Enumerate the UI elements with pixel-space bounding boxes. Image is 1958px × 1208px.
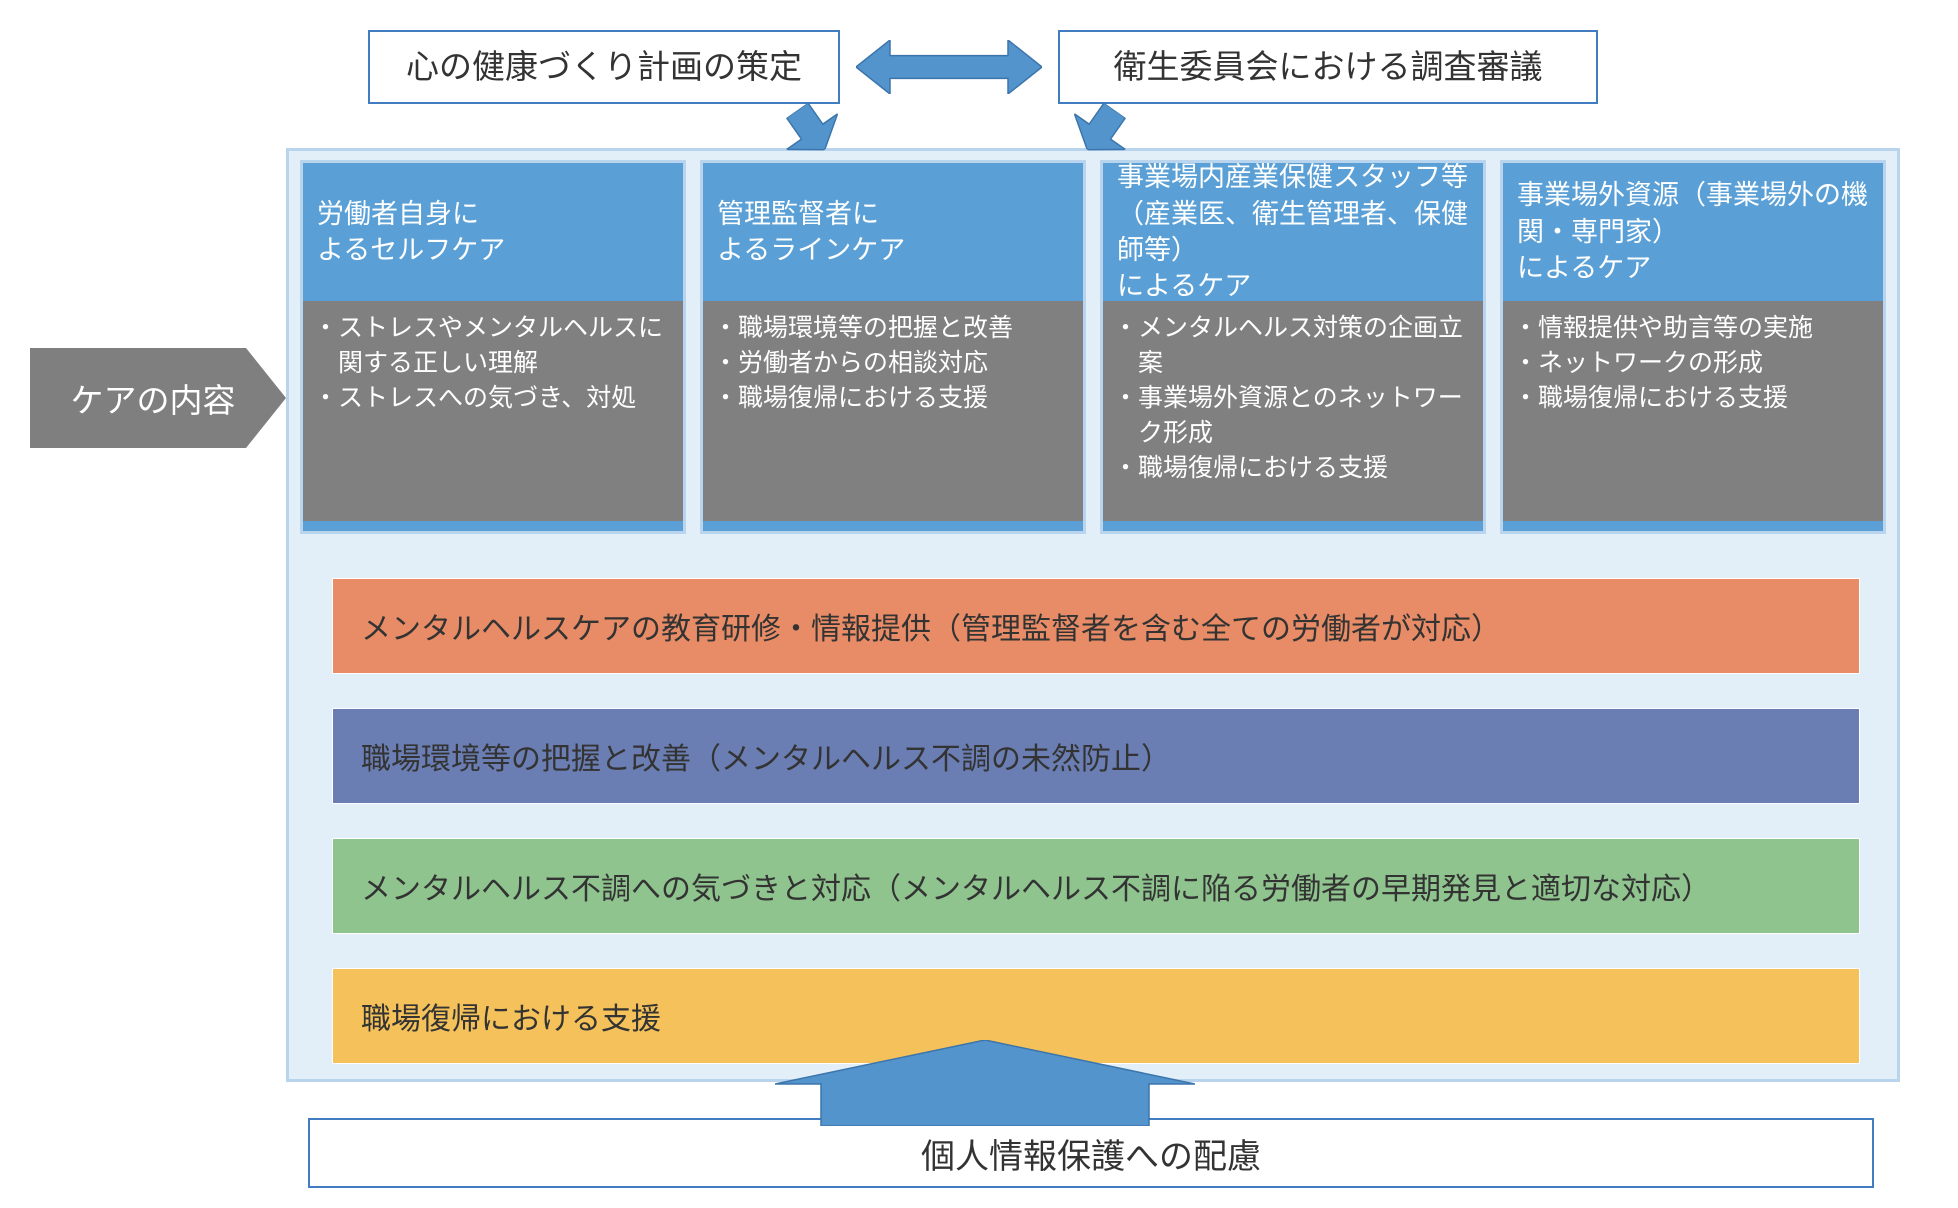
care-column-bullet: ・ストレスへの気づき、対処 <box>313 381 673 416</box>
top-box-plan-label: 心の健康づくり計画の策定 <box>406 47 802 87</box>
care-column-footer-bar <box>1103 521 1483 531</box>
top-box-plan: 心の健康づくり計画の策定 <box>368 30 840 104</box>
care-column-bullet: ・事業場外資源とのネットワーク形成 <box>1113 381 1473 451</box>
diagram-stage: 心の健康づくり計画の策定 衛生委員会における調査審議 ケアの内容 労働者自身によ… <box>20 20 1938 1188</box>
up-arrow-icon <box>775 1040 1195 1126</box>
care-column-2: 事業場内産業保健スタッフ等（産業医、衛生管理者、保健師等）によるケア・メンタルヘ… <box>1100 160 1486 534</box>
care-column-footer-bar <box>1503 521 1883 531</box>
care-column-bullet: ・職場環境等の把握と改善 <box>713 311 1073 346</box>
care-column-header: 事業場外資源（事業場外の機関・専門家）によるケア <box>1503 163 1883 301</box>
hbar-education: メンタルヘルスケアの教育研修・情報提供（管理監督者を含む全ての労働者が対応） <box>332 578 1860 674</box>
care-column-3: 事業場外資源（事業場外の機関・専門家）によるケア・情報提供や助言等の実施・ネット… <box>1500 160 1886 534</box>
care-column-bullet: ・メンタルヘルス対策の企画立案 <box>1113 311 1473 381</box>
care-columns: 労働者自身によるセルフケア・ストレスやメンタルヘルスに関する正しい理解・ストレス… <box>300 160 1886 534</box>
double-arrow-icon <box>856 40 1042 94</box>
care-column-bullet: ・ネットワークの形成 <box>1513 346 1873 381</box>
hbar-environment: 職場環境等の把握と改善（メンタルヘルス不調の未然防止） <box>332 708 1860 804</box>
care-column-1: 管理監督者によるラインケア・職場環境等の把握と改善・労働者からの相談対応・職場復… <box>700 160 1086 534</box>
care-column-body: ・ストレスやメンタルヘルスに関する正しい理解・ストレスへの気づき、対処 <box>303 301 683 521</box>
care-column-body: ・メンタルヘルス対策の企画立案・事業場外資源とのネットワーク形成・職場復帰におけ… <box>1103 301 1483 521</box>
care-column-footer-bar <box>303 521 683 531</box>
hbar-awareness: メンタルヘルス不調への気づきと対応（メンタルヘルス不調に陥る労働者の早期発見と適… <box>332 838 1860 934</box>
care-column-footer-bar <box>703 521 1083 531</box>
hbar-return-label: 職場復帰における支援 <box>361 994 661 1038</box>
top-box-committee: 衛生委員会における調査審議 <box>1058 30 1598 104</box>
care-column-header: 労働者自身によるセルフケア <box>303 163 683 301</box>
care-column-bullet: ・労働者からの相談対応 <box>713 346 1073 381</box>
care-column-bullet: ・職場復帰における支援 <box>713 381 1073 416</box>
bottom-box-privacy: 個人情報保護への配慮 <box>308 1118 1874 1188</box>
hbar-environment-label: 職場環境等の把握と改善（メンタルヘルス不調の未然防止） <box>361 734 1171 778</box>
bottom-box-label: 個人情報保護への配慮 <box>921 1129 1261 1178</box>
care-column-body: ・職場環境等の把握と改善・労働者からの相談対応・職場復帰における支援 <box>703 301 1083 521</box>
hbar-education-label: メンタルヘルスケアの教育研修・情報提供（管理監督者を含む全ての労働者が対応） <box>361 604 1501 648</box>
hbar-awareness-label: メンタルヘルス不調への気づきと対応（メンタルヘルス不調に陥る労働者の早期発見と適… <box>361 864 1711 908</box>
care-column-header: 事業場内産業保健スタッフ等（産業医、衛生管理者、保健師等）によるケア <box>1103 163 1483 301</box>
care-column-bullet: ・ストレスやメンタルヘルスに関する正しい理解 <box>313 311 673 381</box>
top-box-committee-label: 衛生委員会における調査審議 <box>1114 47 1543 87</box>
side-label-text: ケアの内容 <box>57 374 260 422</box>
care-column-header: 管理監督者によるラインケア <box>703 163 1083 301</box>
care-column-bullet: ・職場復帰における支援 <box>1113 451 1473 486</box>
care-column-0: 労働者自身によるセルフケア・ストレスやメンタルヘルスに関する正しい理解・ストレス… <box>300 160 686 534</box>
care-column-bullet: ・情報提供や助言等の実施 <box>1513 311 1873 346</box>
care-column-bullet: ・職場復帰における支援 <box>1513 381 1873 416</box>
side-label-care-content: ケアの内容 <box>30 348 286 448</box>
care-column-body: ・情報提供や助言等の実施・ネットワークの形成・職場復帰における支援 <box>1503 301 1883 521</box>
